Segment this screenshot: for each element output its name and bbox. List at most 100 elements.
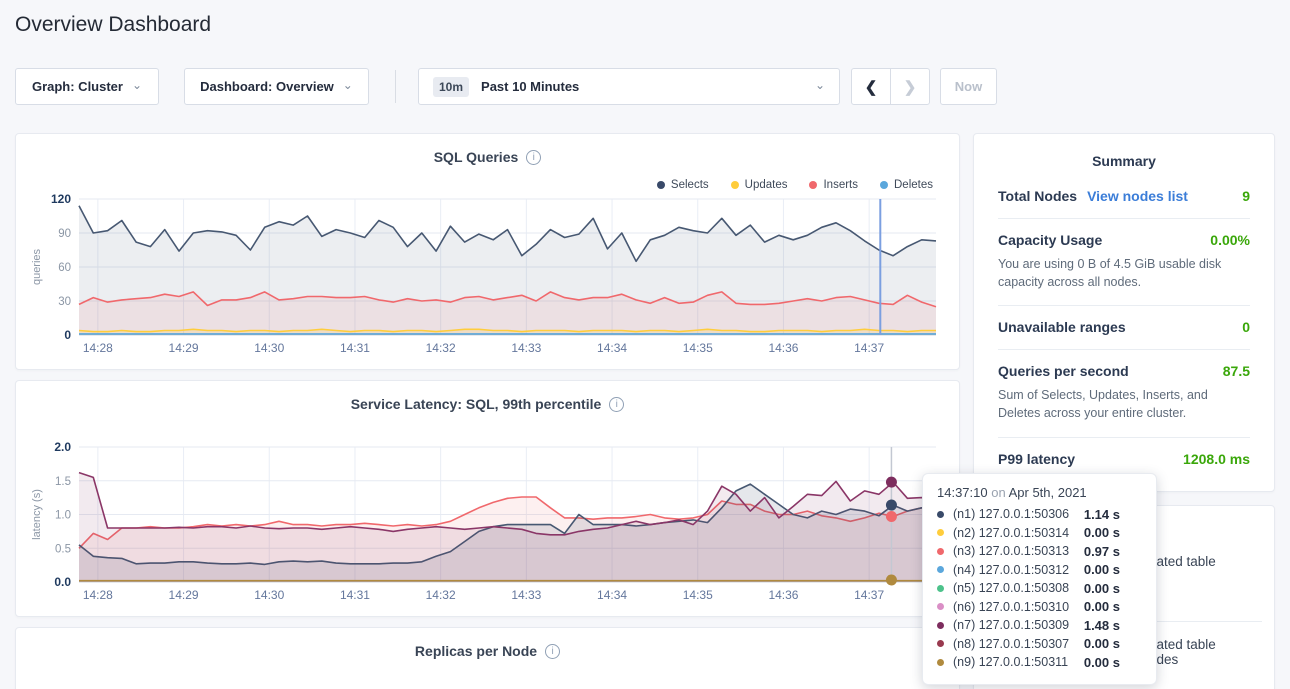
events-divider (1149, 621, 1262, 622)
tooltip-node-row: (n9) 127.0.0.1:50311 0.00 s (937, 653, 1142, 672)
sql-queries-chart[interactable]: 14:2814:2914:3014:3114:3214:3314:3414:35… (16, 134, 961, 371)
node-latency-value: 0.97 s (1084, 544, 1120, 559)
summary-label: P99 latency (998, 451, 1075, 467)
summary-row-capacity-usage: Capacity Usage 0.00% You are using 0 B o… (998, 218, 1250, 305)
svg-text:14:29: 14:29 (169, 341, 199, 355)
tooltip-node-row: (n2) 127.0.0.1:50314 0.00 s (937, 524, 1142, 543)
svg-text:90: 90 (58, 228, 71, 240)
tooltip-node-row: (n6) 127.0.0.1:503100.00 s (937, 598, 1142, 617)
svg-text:14:34: 14:34 (597, 341, 627, 355)
tooltip-date: Apr 5th, 2021 (1009, 485, 1087, 500)
event-text-fragment: eated table (1149, 637, 1216, 652)
replicas-per-node-card: Replicas per Node i (15, 627, 960, 689)
tooltip-node-row: (n4) 127.0.0.1:503120.00 s (937, 561, 1142, 580)
summary-description: You are using 0 B of 4.5 GiB usable disk… (998, 255, 1250, 291)
hover-tooltip: 14:37:10 on Apr 5th, 2021 (n1) 127.0.0.1… (922, 473, 1157, 685)
node-latency-value: 0.00 s (1084, 525, 1120, 540)
node-color-dot (937, 640, 944, 647)
node-latency-value: 0.00 s (1084, 655, 1120, 670)
summary-card: Summary Total Nodes View nodes list 9 Ca… (973, 133, 1275, 492)
svg-text:120: 120 (51, 192, 71, 206)
now-button[interactable]: Now (940, 68, 997, 105)
graph-select-label: Graph: Cluster (32, 79, 123, 94)
dashboard-select-label: Dashboard: Overview (200, 79, 334, 94)
node-latency-value: 0.00 s (1084, 562, 1120, 577)
svg-text:14:29: 14:29 (169, 588, 199, 602)
summary-value: 1208.0 ms (1183, 451, 1250, 467)
tooltip-node-row: (n5) 127.0.0.1:503080.00 s (937, 579, 1142, 598)
node-latency-value: 0.00 s (1084, 636, 1120, 651)
summary-row-queries-per-second: Queries per second 87.5 Sum of Selects, … (998, 349, 1250, 436)
info-icon[interactable]: i (545, 644, 560, 659)
svg-text:14:32: 14:32 (426, 588, 456, 602)
svg-text:1.5: 1.5 (55, 476, 71, 488)
node-address: (n7) 127.0.0.1:50309 (953, 618, 1069, 632)
node-latency-value: 0.00 s (1084, 581, 1120, 596)
service-latency-chart[interactable]: 14:2814:2914:3014:3114:3214:3314:3414:35… (16, 381, 961, 618)
node-color-dot (937, 603, 944, 610)
summary-label: Total Nodes (998, 188, 1077, 204)
svg-text:14:34: 14:34 (597, 588, 627, 602)
node-address: (n2) 127.0.0.1:50314 (953, 526, 1069, 540)
chart-title-replicas: Replicas per Node i (16, 628, 959, 659)
page-title: Overview Dashboard (15, 13, 211, 37)
svg-text:14:36: 14:36 (768, 588, 798, 602)
svg-text:14:33: 14:33 (511, 588, 541, 602)
graph-select-dropdown[interactable]: Graph: Cluster ⌄ (15, 68, 159, 105)
summary-value: 9 (1242, 188, 1250, 204)
svg-text:queries: queries (31, 248, 43, 285)
time-range-badge: 10m (433, 77, 469, 97)
svg-text:14:30: 14:30 (254, 341, 284, 355)
tooltip-on: on (991, 485, 1005, 500)
summary-row-unavailable-ranges: Unavailable ranges 0 (998, 305, 1250, 349)
svg-text:60: 60 (58, 262, 71, 274)
node-address: (n1) 127.0.0.1:50306 (953, 507, 1069, 521)
tooltip-timestamp: 14:37:10 on Apr 5th, 2021 (937, 485, 1142, 500)
svg-text:14:35: 14:35 (683, 341, 713, 355)
svg-text:0.0: 0.0 (54, 575, 71, 589)
summary-label: Capacity Usage (998, 232, 1102, 248)
node-color-dot (937, 622, 944, 629)
tooltip-time: 14:37:10 (937, 485, 988, 500)
time-next-button[interactable]: ❯ (890, 68, 930, 105)
node-color-dot (937, 548, 944, 555)
svg-text:30: 30 (58, 296, 71, 308)
svg-text:14:31: 14:31 (340, 341, 370, 355)
svg-text:0: 0 (64, 328, 71, 342)
tooltip-node-row: (n7) 127.0.0.1:503091.48 s (937, 616, 1142, 635)
node-color-dot (937, 566, 944, 573)
node-address: (n6) 127.0.0.1:50310 (953, 600, 1069, 614)
svg-text:14:30: 14:30 (254, 588, 284, 602)
service-latency-card: Service Latency: SQL, 99th percentile i … (15, 380, 960, 617)
time-prev-button[interactable]: ❮ (851, 68, 891, 105)
tooltip-node-row: (n1) 127.0.0.1:503061.14 s (937, 505, 1142, 524)
summary-title: Summary (974, 134, 1274, 175)
svg-text:latency (s): latency (s) (31, 489, 43, 540)
summary-label: Queries per second (998, 363, 1129, 379)
chevron-down-icon: ⌄ (132, 79, 142, 91)
summary-description: Sum of Selects, Updates, Inserts, and De… (998, 386, 1250, 422)
time-range-label: Past 10 Minutes (481, 79, 579, 94)
svg-text:14:32: 14:32 (426, 341, 456, 355)
tooltip-node-row: (n3) 127.0.0.1:503130.97 s (937, 542, 1142, 561)
svg-text:2.0: 2.0 (54, 440, 71, 454)
svg-text:14:37: 14:37 (854, 341, 884, 355)
svg-text:1.0: 1.0 (55, 510, 71, 522)
svg-text:14:28: 14:28 (83, 341, 113, 355)
svg-text:14:37: 14:37 (854, 588, 884, 602)
node-color-dot (937, 659, 944, 666)
view-nodes-list-link[interactable]: View nodes list (1087, 188, 1188, 204)
summary-value: 0 (1242, 319, 1250, 335)
svg-text:0.5: 0.5 (55, 543, 71, 555)
chevron-down-icon: ⌄ (815, 79, 825, 91)
chart-title-text: Replicas per Node (415, 643, 537, 659)
summary-row-total-nodes: Total Nodes View nodes list 9 (998, 175, 1250, 218)
node-address: (n9) 127.0.0.1:50311 (953, 655, 1068, 669)
sql-queries-card: SQL Queries i SelectsUpdatesInsertsDelet… (15, 133, 960, 370)
time-range-select[interactable]: 10m Past 10 Minutes ⌄ (418, 68, 840, 105)
node-address: (n8) 127.0.0.1:50307 (953, 637, 1069, 651)
summary-label: Unavailable ranges (998, 319, 1126, 335)
dashboard-select-dropdown[interactable]: Dashboard: Overview ⌄ (184, 68, 369, 105)
svg-text:14:31: 14:31 (340, 588, 370, 602)
node-color-dot (937, 511, 944, 518)
